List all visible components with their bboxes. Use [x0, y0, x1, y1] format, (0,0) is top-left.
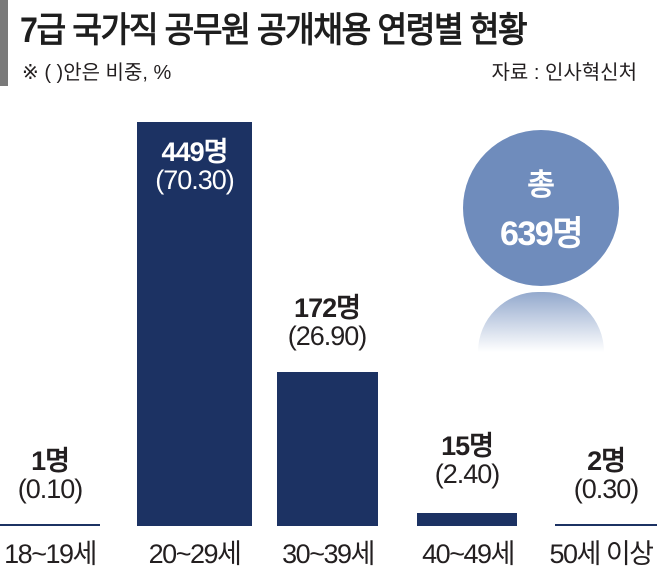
chart-source: 자료 : 인사혁신처	[491, 62, 637, 84]
total-badge: 총 639명	[463, 130, 619, 286]
chart-note: ※ ( )안은 비중, %	[22, 62, 172, 84]
bar-label-18-19: 1명 (0.10)	[17, 446, 84, 505]
bar-20-29	[137, 122, 252, 526]
bar-label-20-29: 449명 (70.30)	[155, 137, 235, 196]
bar-label-30-39: 172명 (26.90)	[287, 293, 368, 352]
category-20-29: 20~29세	[148, 539, 242, 569]
total-badge-reflection	[478, 292, 604, 352]
bar-40-49	[417, 513, 517, 526]
total-label: 총	[527, 169, 555, 202]
bar-label-40-49: 15명 (2.40)	[434, 431, 501, 490]
total-value: 639명	[499, 215, 584, 253]
bar-30-39	[277, 372, 378, 526]
bar-18-19	[0, 524, 100, 526]
category-30-39: 30~39세	[282, 539, 375, 569]
chart-title: 7급 국가직 공무원 공개채용 연령별 현황	[20, 11, 528, 50]
category-40-49: 40~49세	[422, 539, 515, 569]
category-50-plus: 50세 이상	[549, 539, 654, 569]
bar-50-plus	[555, 524, 657, 526]
title-accent-bar	[0, 0, 8, 86]
bar-label-50-plus: 2명 (0.30)	[573, 446, 640, 505]
category-18-19: 18~19세	[4, 539, 97, 569]
